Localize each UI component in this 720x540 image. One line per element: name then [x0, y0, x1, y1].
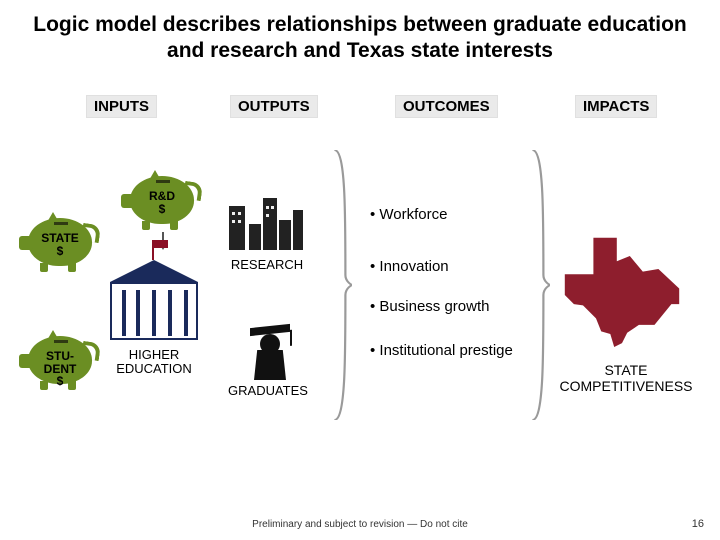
outcome-item: • Institutional prestige: [370, 342, 520, 359]
stage-impacts: IMPACTS: [575, 95, 657, 118]
stage-outputs: OUTPUTS: [230, 95, 318, 118]
piggy-state-label: STATE $: [28, 232, 92, 257]
texas-icon: [557, 230, 687, 360]
higher-education-label: HIGHER EDUCATION: [98, 348, 210, 377]
piggy-student-dollars: STU- DENT $: [28, 336, 92, 384]
graduates-label: GRADUATES: [220, 384, 316, 398]
impact-label: STATE COMPETITIVENESS: [556, 362, 696, 394]
footer-note: Preliminary and subject to revision — Do…: [0, 519, 720, 530]
stage-outcomes: OUTCOMES: [395, 95, 498, 118]
graduate-icon: [248, 320, 292, 382]
brace-icon: [528, 150, 550, 420]
stage-row: INPUTS OUTPUTS OUTCOMES IMPACTS: [0, 95, 720, 123]
outcome-item: • Innovation: [370, 258, 449, 275]
piggy-rd-dollars: R&D $: [130, 176, 194, 224]
research-label: RESEARCH: [222, 258, 312, 272]
research-icon: [225, 195, 305, 250]
piggy-student-label: STU- DENT $: [28, 350, 92, 388]
outcome-item: • Business growth: [370, 298, 489, 315]
piggy-state-dollars: STATE $: [28, 218, 92, 266]
slide-title: Logic model describes relationships betw…: [0, 0, 720, 69]
stage-inputs: INPUTS: [86, 95, 157, 118]
piggy-rd-label: R&D $: [130, 190, 194, 215]
higher-education-icon: [110, 260, 198, 340]
outcome-item: • Workforce: [370, 206, 448, 223]
page-number: 16: [692, 518, 704, 530]
brace-icon: [330, 150, 352, 420]
